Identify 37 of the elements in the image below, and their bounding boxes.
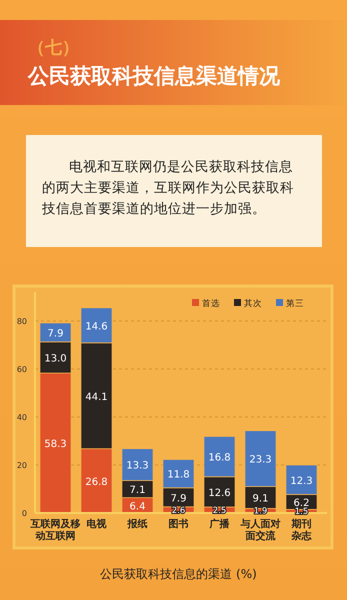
data-label: 13.3 <box>126 460 149 472</box>
data-label: 12.3 <box>290 476 313 487</box>
data-label: 1.9 <box>254 506 268 517</box>
y-tick-label: 80 <box>16 317 27 326</box>
y-tick-label: 40 <box>16 413 27 422</box>
x-axis-title: 公民获取科技信息的渠道 (%) <box>100 567 257 581</box>
x-tick-label: 电视 <box>86 518 108 530</box>
data-label: 26.8 <box>85 476 108 488</box>
text: 电视和互联网仍是公民获取科技信息的两大主要渠道，互联网作为公民获取科技信息首要渠道的地位进一步加强。 <box>26 135 322 247</box>
data-label: 12.6 <box>208 488 231 499</box>
legend-label: 首选 <box>202 298 220 309</box>
x-tick-label: 广播 <box>208 518 230 530</box>
x-tick-label: 图书 <box>168 518 188 530</box>
data-label: 16.8 <box>208 452 231 464</box>
data-label: 13.0 <box>44 353 67 364</box>
x-tick-label: 互联网及移动互联网 <box>30 518 80 542</box>
y-tick-label: 0 <box>22 509 27 518</box>
x-tick-label: 期刊杂志 <box>290 518 312 542</box>
y-tick-label: 20 <box>16 461 27 470</box>
x-tick-label: 报纸 <box>126 518 148 530</box>
data-label: 11.8 <box>167 470 190 481</box>
data-label: 14.6 <box>85 321 108 332</box>
data-label: 7.1 <box>130 485 146 496</box>
data-label: 6.4 <box>130 501 146 512</box>
chart-title: 公民获取科技信息渠道情况 <box>28 63 280 90</box>
y-tick-label: 60 <box>16 365 27 374</box>
data-label: 7.9 <box>48 328 64 340</box>
data-label: 6.2 <box>294 498 310 509</box>
data-label: 9.1 <box>252 494 268 505</box>
x-tick-label: 与人面对面交流 <box>240 518 280 542</box>
data-label: 44.1 <box>85 392 108 403</box>
data-label: 7.9 <box>170 493 186 504</box>
data-label: 58.3 <box>44 439 67 450</box>
legend-label: 第三 <box>286 298 304 309</box>
chart-subtitle: （七） <box>28 37 79 59</box>
legend-label: 其次 <box>244 298 262 309</box>
data-label: 23.3 <box>249 454 272 466</box>
